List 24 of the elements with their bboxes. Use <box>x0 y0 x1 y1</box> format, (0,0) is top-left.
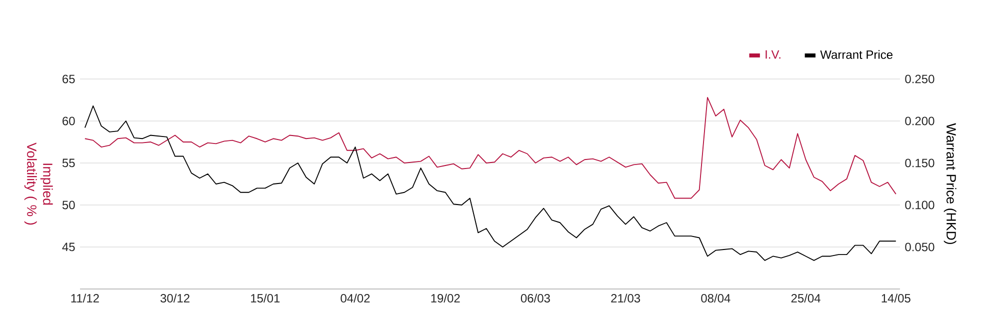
legend-label: I.V. <box>766 50 780 59</box>
y2-tick-label: 0.200 <box>905 116 934 126</box>
y2-tick-label: 0.150 <box>905 158 934 168</box>
x-tick-label: 15/01 <box>251 294 280 303</box>
y2-axis-title: Warrant Price (HKD) <box>944 123 956 244</box>
x-tick-label: 21/03 <box>611 294 640 303</box>
y2-tick-label: 0.050 <box>905 242 934 252</box>
x-tick-label: 25/04 <box>791 294 820 303</box>
y2-tick-label: 0.250 <box>905 74 934 84</box>
x-tick-label: 30/12 <box>160 294 190 303</box>
x-tick-label: 06/03 <box>520 294 550 303</box>
x-tick-label: 19/02 <box>431 294 460 303</box>
y2-tick-label: 0.100 <box>905 200 934 210</box>
x-tick-label: 08/04 <box>701 294 730 303</box>
x-tick-label: 14/05 <box>882 294 910 303</box>
x-tick-label: 04/02 <box>340 294 370 303</box>
y-tick-label: 50 <box>62 200 75 210</box>
legend-label: Warrant Price <box>820 50 893 59</box>
x-tick-label: 11/12 <box>71 294 99 303</box>
y-tick-label: 55 <box>62 158 75 168</box>
y-tick-label: 65 <box>62 74 75 84</box>
y-tick-label: 45 <box>62 242 75 252</box>
y-axis-title: Implied Volatility ( % ) <box>24 142 53 225</box>
y-tick-label: 60 <box>62 116 75 126</box>
